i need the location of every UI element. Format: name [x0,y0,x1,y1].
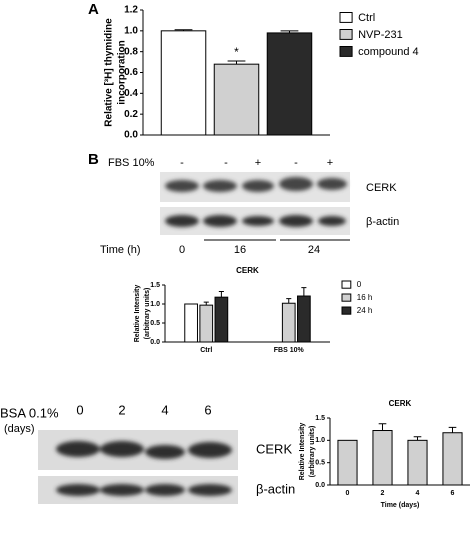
y-tick-label: 0.2 [124,109,138,120]
legend-swatch [339,12,353,23]
sign: - [180,157,184,169]
error-bar [203,301,209,306]
y-tick-label: 0.6 [124,67,138,78]
y-tick-label: 0.5 [150,320,160,327]
y-axis-label: (arbitrary units) [309,426,316,478]
legend-label: NVP-231 [358,29,403,41]
legend-swatch [339,29,353,40]
legend-label: Ctrl [358,12,375,24]
x-tick-label: 2 [381,490,385,497]
x-tick-label: 0 [346,490,350,497]
bar [214,296,229,343]
error-bar [301,287,307,297]
error-bar [378,423,387,431]
error-bar [227,60,246,65]
chart-title: CERK [236,266,259,275]
bar [160,30,207,136]
x-tick-label: FBS 10% [274,347,305,354]
bar [407,439,428,486]
bar [266,32,313,136]
y-tick-label: 0.5 [315,460,325,467]
legend-label: 16 h [357,293,373,302]
legend-swatch [341,280,352,289]
sign: + [327,157,333,169]
treatment-label: BSA 0.1% [0,405,59,420]
time: 24 [308,244,320,256]
y-axis-label: incorporation [117,40,128,104]
y-axis-label: Relative Intensity [299,423,306,481]
legend-label: 0 [357,280,362,289]
time-label: Time (h) [100,244,141,256]
legend-swatch [341,306,352,315]
y-axis-label: Relative [³H] thymidine [104,18,115,127]
row-label: CERK [256,441,292,456]
y-axis-label: Relative Intensity [134,285,141,343]
x-axis-label: Time (days) [381,502,420,509]
time: 16 [234,244,246,256]
y-tick-label: 1.0 [150,301,160,308]
bar [442,432,463,486]
legend-label: 24 h [357,306,373,315]
y-tick-label: 1.5 [150,282,160,289]
y-tick-label: 0.0 [150,339,160,346]
error-bar [218,290,224,298]
panel-label: A [88,1,99,18]
y-tick-label: 1.0 [124,25,138,36]
legend-label: compound 4 [358,46,419,58]
bar [297,295,311,343]
y-tick-label: 0.4 [124,88,138,99]
error-bar [448,426,457,433]
legend-swatch [341,293,352,302]
blot-strip [160,172,350,235]
bar [281,302,296,343]
bar [199,304,214,343]
day: 2 [118,402,125,417]
sign: - [294,157,298,169]
bar [372,430,393,486]
y-tick-label: 1.5 [315,415,325,422]
x-tick-label: Ctrl [200,347,212,354]
treatment-label: (days) [4,423,35,435]
panel-label: B [88,151,99,168]
error-bar [286,298,292,304]
bar [337,439,358,486]
sign: - [224,157,228,169]
bar [213,63,260,136]
chart-title: CERK [389,399,412,408]
y-axis-label: (arbitrary units) [144,288,151,340]
annotation: * [234,45,239,59]
day: 4 [161,402,168,417]
row-label: β-actin [366,216,399,228]
bar [184,303,198,343]
blot-strip [38,430,238,504]
x-tick-label: 4 [416,490,420,497]
y-tick-label: 1.0 [315,437,325,444]
day: 6 [204,402,211,417]
x-tick-label: 6 [451,490,455,497]
legend-swatch [339,46,353,57]
error-bar [280,30,299,33]
time: 0 [179,244,185,256]
row-label: CERK [366,182,397,194]
error-bar [413,436,422,441]
y-tick-label: 1.2 [124,5,138,16]
error-bar [174,29,193,31]
y-tick-label: 0.0 [124,130,138,141]
y-tick-label: 0.0 [315,482,325,489]
treatment-label: FBS 10% [108,157,155,169]
row-label: β-actin [256,481,295,496]
y-tick-label: 0.8 [124,46,138,57]
day: 0 [76,402,83,417]
sign: + [255,157,261,169]
